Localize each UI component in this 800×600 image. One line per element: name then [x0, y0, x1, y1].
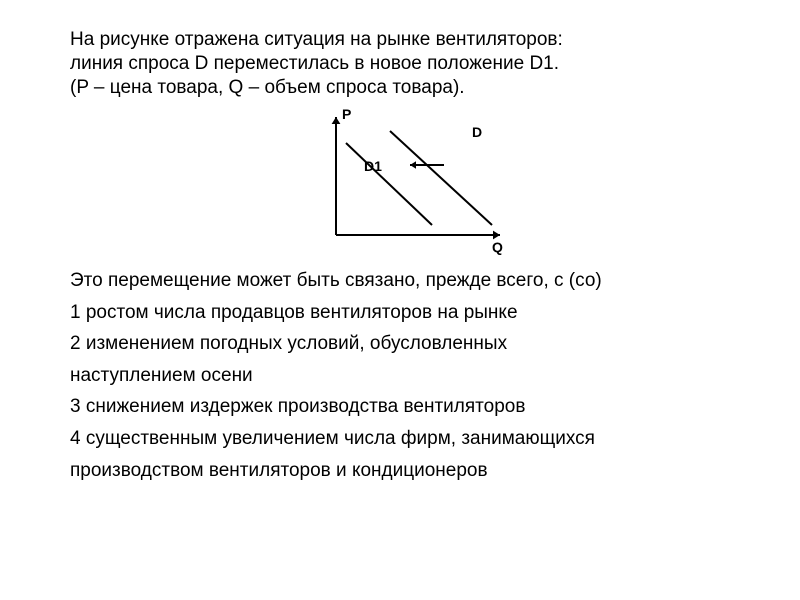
demand-shift-chart: P Q D D1 — [300, 107, 520, 257]
svg-text:D: D — [472, 124, 482, 140]
answer-option-4-line2: производством вентиляторов и кондиционер… — [70, 457, 750, 485]
answers-block: Это перемещение может быть связано, преж… — [70, 267, 750, 484]
question-line-1: На рисунке отражена ситуация на рынке ве… — [70, 29, 563, 50]
answer-option-2-line1: 2 изменением погодных условий, обусловле… — [70, 330, 750, 358]
svg-text:D1: D1 — [364, 158, 382, 174]
chart-container: P Q D D1 — [70, 107, 750, 257]
question-line-3: (P – цена товара, Q – объем спроса товар… — [70, 77, 465, 98]
answer-option-1: 1 ростом числа продавцов вентиляторов на… — [70, 299, 750, 327]
answer-option-4-line1: 4 существенным увеличением числа фирм, з… — [70, 425, 750, 453]
slide: На рисунке отражена ситуация на рынке ве… — [0, 0, 800, 600]
svg-text:Q: Q — [492, 239, 503, 255]
answer-option-3: 3 снижением издержек производства вентил… — [70, 393, 750, 421]
question-line-2: линия спроса D переместилась в новое пол… — [70, 53, 559, 74]
answers-lead: Это перемещение может быть связано, преж… — [70, 267, 750, 295]
question-block: На рисунке отражена ситуация на рынке ве… — [70, 28, 750, 99]
answer-option-2-line2: наступлением осени — [70, 362, 750, 390]
svg-text:P: P — [342, 107, 351, 122]
